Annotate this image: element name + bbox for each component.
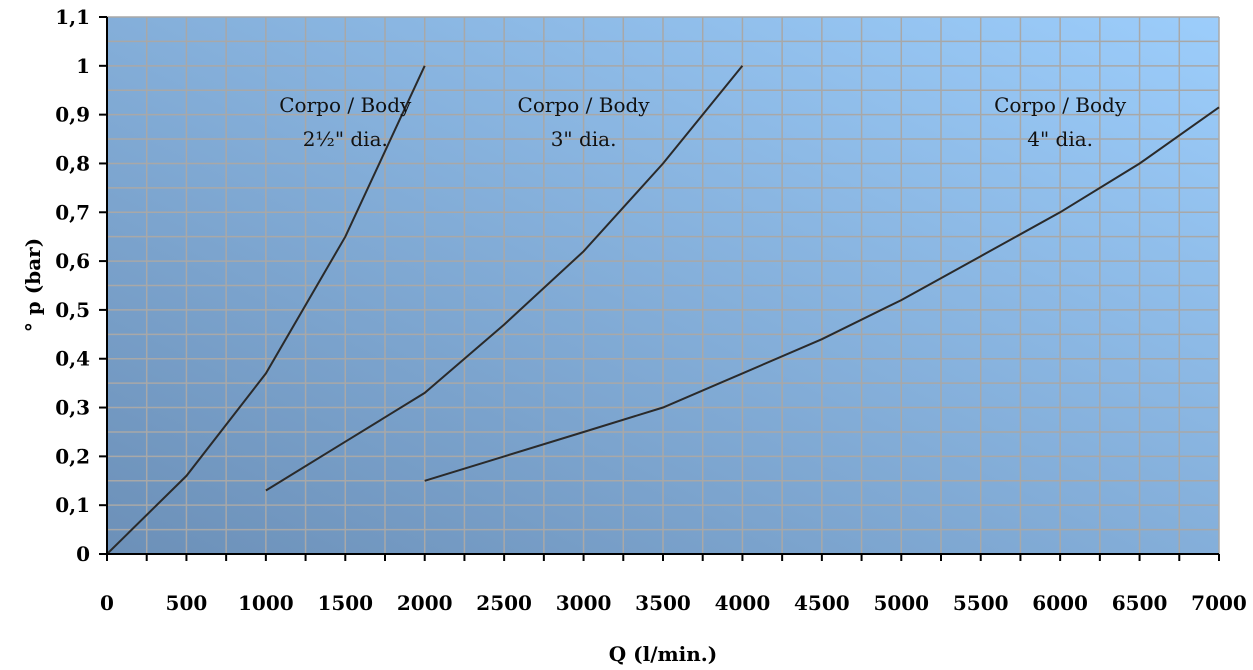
series-label-3: Corpo / Body <box>994 93 1127 117</box>
series-label-1: Corpo / Body <box>279 93 412 117</box>
x-tick-label: 7000 <box>1191 591 1247 615</box>
series-line-3 <box>424 106 1220 482</box>
y-tick-label: 0,2 <box>55 444 90 468</box>
x-tick-label: 2500 <box>476 591 532 615</box>
series-lines <box>106 65 1220 555</box>
series-label-2: Corpo / Body <box>518 93 651 117</box>
y-tick-label: 0,4 <box>55 347 90 371</box>
y-tick-label: 1,1 <box>55 5 90 29</box>
x-tick-label: 1500 <box>317 591 373 615</box>
y-tick-label: 0,1 <box>55 493 90 517</box>
x-tick-label: 3000 <box>556 591 612 615</box>
tick-labels: 0 500 1000 1500 2000 2500 3000 3500 4000 4500 5000… <box>55 5 1247 615</box>
x-tick-label: 2000 <box>397 591 453 615</box>
x-tick-label: 1000 <box>238 591 294 615</box>
series-label-2: 3" dia. <box>551 127 617 151</box>
y-tick-label: 0,3 <box>55 396 90 420</box>
series-line-1 <box>106 65 426 555</box>
y-tick-label: 0,7 <box>55 200 90 224</box>
x-tick-label: 4000 <box>715 591 771 615</box>
y-tick-label: 0,5 <box>55 298 90 322</box>
x-tick-label: 3500 <box>635 591 691 615</box>
x-tick-label: 5500 <box>953 591 1009 615</box>
x-tick-label: 0 <box>100 591 114 615</box>
x-tick-label: 6500 <box>1112 591 1168 615</box>
grid <box>107 16 1220 554</box>
x-tick-label: 500 <box>166 591 208 615</box>
y-tick-label: 0,9 <box>55 103 90 127</box>
y-tick-label: 0,6 <box>55 249 90 273</box>
y-tick-label: 0,8 <box>55 151 90 175</box>
series-line-2 <box>265 65 744 492</box>
y-tick-label: 1 <box>76 54 90 78</box>
x-tick-label: 6000 <box>1032 591 1088 615</box>
x-tick-label: 4500 <box>794 591 850 615</box>
y-axis-title: ° p (bar) <box>21 238 45 332</box>
axes <box>99 16 1220 561</box>
series-label-1: 2½" dia. <box>303 127 388 151</box>
y-tick-label: 0 <box>76 542 90 566</box>
series-label-3: 4" dia. <box>1027 127 1093 151</box>
x-axis-title: Q (l/min.) <box>609 642 717 666</box>
series-labels: Corpo / Body 2½" dia. Corpo / Body 3" dia. C… <box>279 93 1127 151</box>
x-tick-label: 5000 <box>873 591 929 615</box>
